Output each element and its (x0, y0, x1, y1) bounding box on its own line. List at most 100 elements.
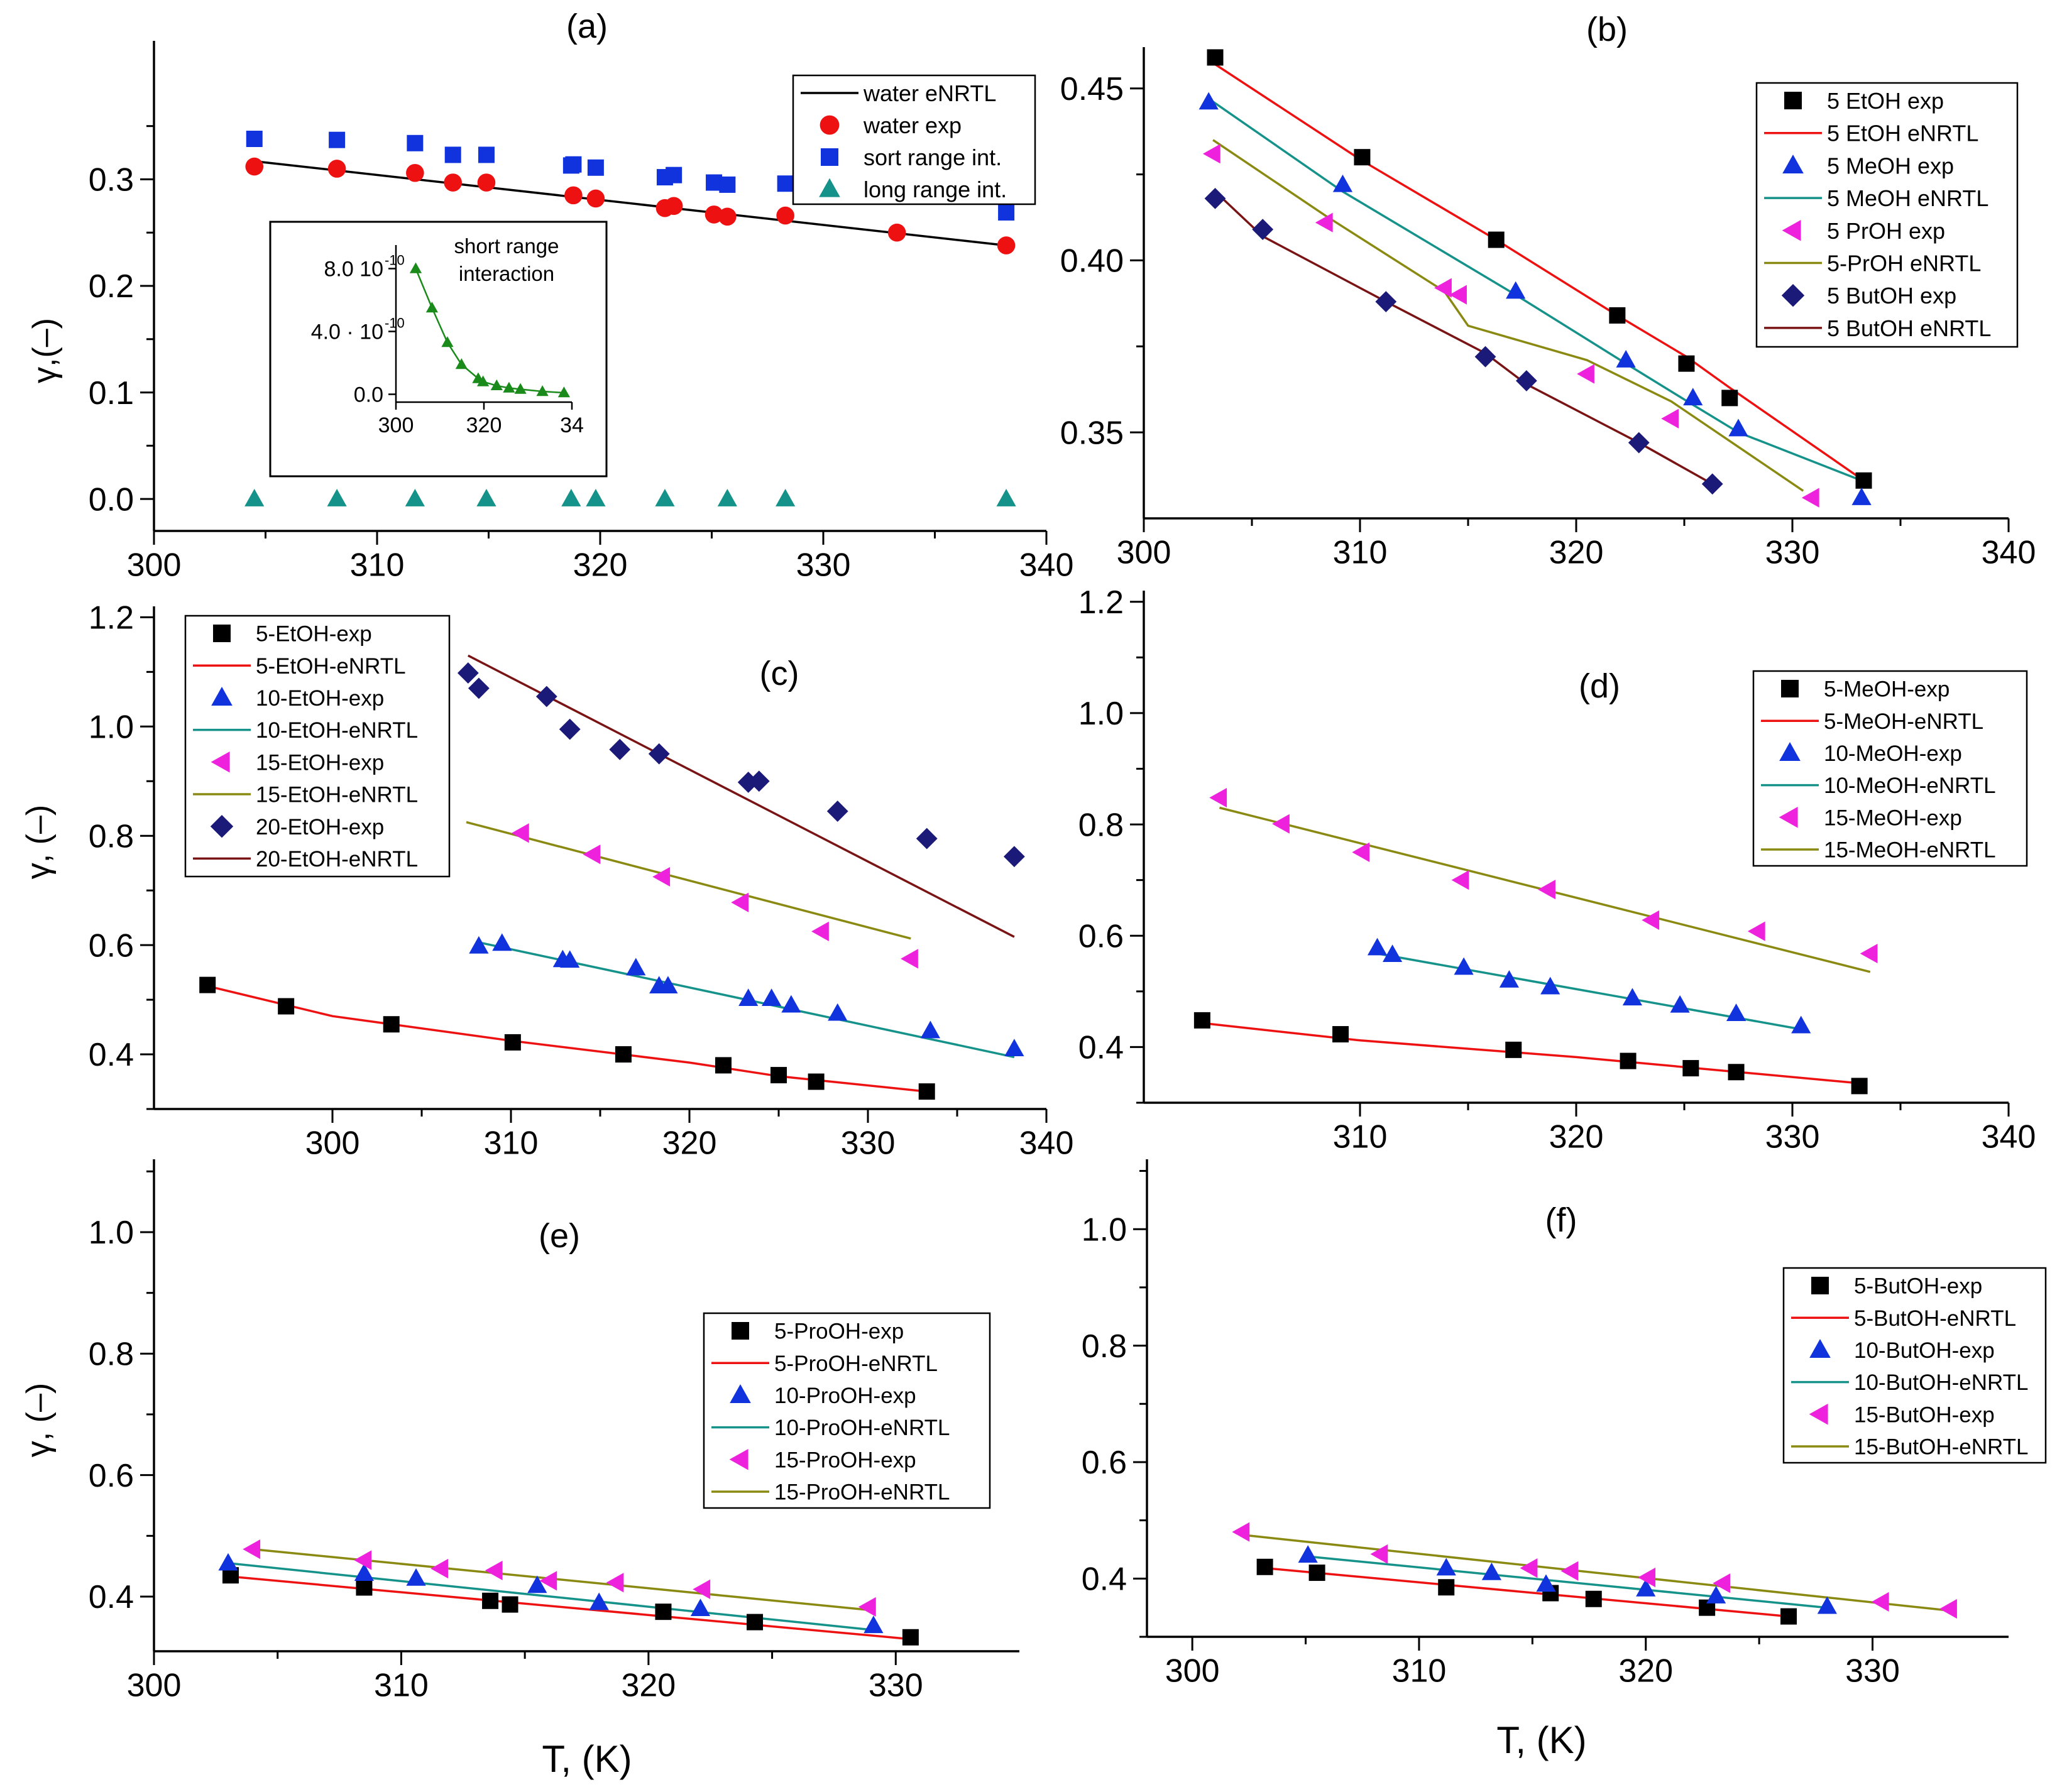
legend-label: 15-EtOH-exp (256, 750, 384, 775)
data-point (1701, 473, 1723, 495)
data-point (1454, 957, 1474, 975)
data-point (1207, 49, 1224, 66)
legend-box (1782, 1267, 2047, 1464)
legend-label: sort range int. (864, 145, 1002, 170)
data-point (887, 223, 906, 242)
inset-data-point (536, 385, 549, 396)
data-point (559, 718, 581, 740)
series-line (1202, 1022, 1860, 1084)
series-line (1308, 1555, 1828, 1609)
inset-box (269, 221, 608, 478)
data-point (609, 738, 631, 760)
data-point (1252, 219, 1274, 241)
legend-label: 10-ProOH-exp (774, 1384, 916, 1408)
data-point (902, 1629, 919, 1646)
legend-box (792, 74, 1036, 205)
y-tick-label: 0.6 (89, 1458, 134, 1494)
x-tick-label: 310 (374, 1667, 429, 1703)
legend: 5-MeOH-exp 5-MeOH-eNRTL 10-MeOH-exp 10-MeOH… (1752, 670, 2028, 867)
data-point (1747, 921, 1765, 941)
legend-label: 20-EtOH-eNRTL (256, 847, 418, 871)
legend-label: 5 ButOH eNRTL (1827, 315, 1991, 341)
data-point (245, 157, 264, 176)
data-point (1315, 212, 1333, 232)
x-tick-label: 330 (1845, 1653, 1900, 1689)
data-point (383, 1016, 400, 1033)
legend-label: 5 PrOH exp (1827, 218, 1945, 244)
data-point (658, 976, 678, 994)
legend-marker-swatch (210, 815, 234, 838)
data-point (1728, 1064, 1745, 1081)
y-tick-label: 1.0 (89, 709, 134, 746)
data-point (482, 1592, 499, 1609)
panel-c: 300 310 320 330 340 0.4 0.6 0.8 1.0 1.2 (c) 5-EtOH-… (89, 600, 1074, 1162)
legend-label: long range int. (864, 177, 1007, 202)
data-point (1272, 814, 1290, 834)
data-point (626, 958, 646, 976)
data-point (747, 1614, 764, 1631)
data-point (693, 1579, 711, 1599)
data-point (1616, 350, 1636, 368)
panel-d: 310 320 330 340 0.4 0.6 0.8 1.0 1.2 (d) 5-MeOH-exp… (1078, 584, 2036, 1155)
legend-label: 5 EtOH eNRTL (1827, 121, 1978, 146)
data-point (535, 686, 557, 708)
y-tick-label: 1.0 (1078, 696, 1124, 732)
x-tick-label: 320 (1618, 1653, 1673, 1689)
x-tick-label: 340 (1019, 1125, 1074, 1161)
data-point (444, 173, 462, 192)
data-point (1520, 1558, 1538, 1578)
data-point (560, 950, 580, 968)
data-point (1678, 355, 1695, 372)
legend-marker-swatch (819, 178, 840, 197)
series-line (207, 985, 927, 1093)
data-point (920, 1020, 940, 1039)
y-tick-label: 1.2 (89, 600, 134, 636)
y-tick-label: 1.0 (89, 1215, 134, 1251)
y-tick-label: 0.40 (1060, 243, 1124, 280)
legend-label: 5-ProOH-eNRTL (774, 1352, 938, 1376)
data-point (243, 1539, 261, 1560)
legend-label: water eNRTL (863, 80, 996, 106)
data-point (1860, 943, 1878, 964)
data-point (1577, 364, 1594, 384)
data-point (1871, 1592, 1889, 1612)
legend-marker-swatch (1809, 1404, 1828, 1425)
data-point (1383, 944, 1403, 963)
legend-label: 5 MeOH exp (1827, 153, 1954, 178)
legend-label: water exp (863, 112, 962, 138)
data-point (587, 159, 604, 176)
data-point (1003, 846, 1025, 868)
legend-marker-swatch (1809, 1339, 1831, 1358)
y-tick-label: 0.0 (89, 481, 134, 518)
data-point (1436, 1558, 1456, 1576)
data-point (1721, 390, 1738, 407)
data-point (1499, 970, 1519, 988)
data-point (1540, 976, 1560, 995)
inset-y-tick-exponent: -10 (385, 253, 405, 268)
inset-data-point (490, 379, 503, 390)
data-point (666, 167, 683, 183)
data-point (1791, 1015, 1811, 1034)
legend-box (1752, 670, 2028, 867)
legend-label: 10-ButOH-exp (1854, 1338, 1995, 1363)
x-tick-label: 310 (484, 1125, 539, 1161)
legend-marker-swatch (1782, 220, 1801, 241)
data-point (1636, 1578, 1656, 1597)
inset-x-tick-label: 320 (466, 413, 502, 437)
inset-y-tick-label: 8.0 10 (324, 258, 383, 281)
data-point (777, 175, 794, 192)
x-tick-label: 330 (796, 547, 851, 583)
data-point (1536, 1574, 1556, 1592)
legend-label: 5 EtOH exp (1827, 88, 1944, 114)
x-tick-label: 300 (127, 1667, 182, 1703)
data-point (1202, 144, 1220, 164)
inset-data-point (425, 302, 438, 313)
data-point (1352, 842, 1370, 862)
series-line (230, 1575, 911, 1641)
y-tick-label: 0.3 (89, 162, 134, 199)
legend: 5-EtOH-exp 5-EtOH-eNRTL 10-EtOH-exp 10-EtOH… (184, 615, 451, 878)
data-point (468, 677, 490, 699)
legend-marker-swatch (1781, 284, 1805, 307)
data-point (586, 489, 606, 506)
data-point (1620, 1052, 1637, 1069)
